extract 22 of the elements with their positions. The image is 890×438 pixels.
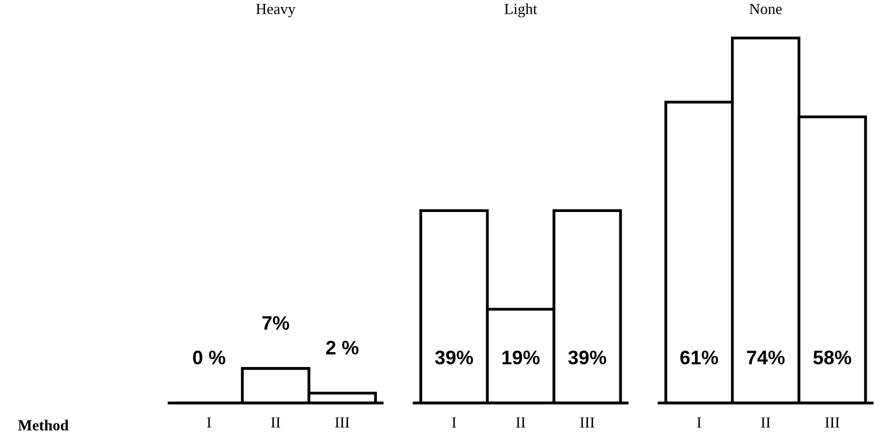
x-tick-label: III bbox=[335, 417, 350, 428]
data-label: 61% bbox=[680, 350, 718, 364]
x-tick-label: III bbox=[825, 417, 840, 428]
x-tick-label: II bbox=[271, 417, 280, 428]
data-label: 7% bbox=[262, 316, 290, 330]
chart-title: Heavy bbox=[256, 4, 296, 18]
chart-title: Light bbox=[504, 3, 538, 18]
data-label: 39% bbox=[435, 350, 474, 364]
chart-title: None bbox=[750, 4, 782, 14]
data-label: 0 % bbox=[193, 350, 226, 364]
x-tick-label: I bbox=[697, 417, 702, 428]
data-label: 58% bbox=[813, 350, 852, 364]
data-label: 74% bbox=[747, 350, 785, 364]
x-tick-label: III bbox=[580, 417, 594, 428]
x-tick-label: II bbox=[516, 417, 526, 428]
data-label: 2 % bbox=[326, 340, 358, 354]
data-label: 19% bbox=[502, 350, 540, 364]
x-tick-label: I bbox=[452, 417, 456, 428]
x-tick-label: I bbox=[207, 417, 212, 428]
data-label: 39% bbox=[568, 350, 606, 364]
text: Method bbox=[18, 420, 69, 430]
x-tick-label: II bbox=[761, 417, 770, 428]
